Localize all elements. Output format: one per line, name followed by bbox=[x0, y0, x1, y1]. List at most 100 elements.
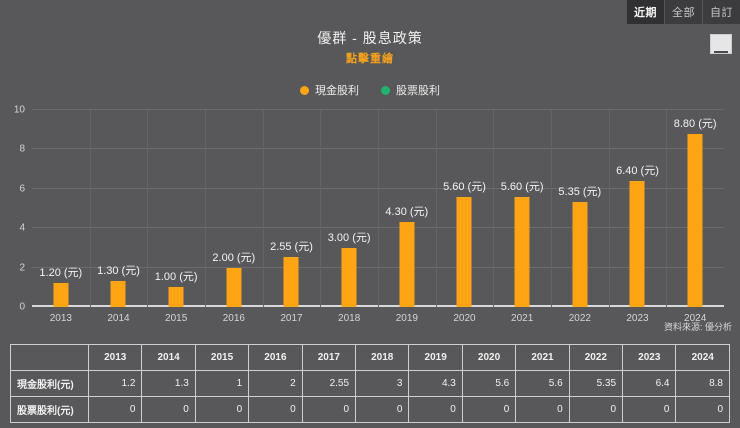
bar-label-2018: 3.00 (元) bbox=[327, 231, 371, 244]
x-axis-tick-2013: 2013 bbox=[49, 313, 72, 324]
bar-slot-2024[interactable]: 8.80 (元) 2024 bbox=[666, 110, 724, 324]
table-cell-1-8: 0 bbox=[515, 396, 570, 423]
table-cell-1-11: 0 bbox=[675, 396, 730, 423]
table-cell-0-2: 1 bbox=[194, 370, 250, 397]
legend-item-1[interactable]: 股票股利 bbox=[381, 82, 440, 98]
x-axis-tick-2016: 2016 bbox=[222, 313, 245, 324]
bar-slot-2016[interactable]: 2.00 (元) 2016 bbox=[205, 110, 263, 324]
legend-label-1: 股票股利 bbox=[396, 85, 440, 97]
bar-label-2024: 8.80 (元) bbox=[673, 117, 717, 130]
bar-2016[interactable] bbox=[226, 267, 242, 307]
bar-label-2016: 2.00 (元) bbox=[212, 251, 256, 264]
bar-slot-2020[interactable]: 5.60 (元) 2020 bbox=[436, 110, 494, 324]
table-cell-1-10: 0 bbox=[622, 396, 677, 423]
dividend-table-wrapper: 2013 2014 2015 2016 2017 2018 2019 2020 2021 2022… bbox=[10, 344, 730, 423]
bar-2015[interactable] bbox=[168, 287, 184, 307]
table-head: 2013 2014 2015 2016 2017 2018 2019 2020 2021 2022… bbox=[10, 344, 730, 371]
gridline-x-2018 bbox=[320, 110, 322, 307]
bar-2018[interactable] bbox=[341, 247, 357, 307]
bar-slot-2019[interactable]: 4.30 (元) 2019 bbox=[378, 110, 436, 324]
bar-2024[interactable] bbox=[687, 133, 703, 307]
legend-dot-icon-0 bbox=[300, 85, 309, 95]
x-axis-tick-2021: 2021 bbox=[511, 313, 534, 324]
bar-label-2021: 5.60 (元) bbox=[500, 180, 544, 193]
bar-2014[interactable] bbox=[110, 281, 126, 307]
table-col-header-2017: 2017 bbox=[301, 344, 357, 371]
table-col-header-2020: 2020 bbox=[461, 344, 517, 371]
table-cell-0-3: 2 bbox=[248, 370, 303, 397]
bar-2019[interactable] bbox=[399, 222, 415, 307]
x-axis-tick-2024: 2024 bbox=[684, 313, 707, 324]
table-cell-0-8: 5.6 bbox=[515, 370, 570, 397]
bar-slot-2023[interactable]: 6.40 (元) 2023 bbox=[609, 110, 667, 324]
table-row: 股票股利(元) 0 0 0 0 0 0 0 0 0 0 0 0 bbox=[10, 396, 730, 423]
table-cell-1-2: 0 bbox=[194, 396, 250, 423]
y-axis-tick-2: 2 bbox=[19, 262, 25, 274]
y-axis-tick-4: 4 bbox=[19, 222, 25, 234]
chart-subtitle-redraw[interactable]: 點擊重繪 bbox=[346, 53, 394, 65]
table-cell-1-6: 0 bbox=[408, 396, 463, 423]
hamburger-menu-icon[interactable] bbox=[710, 34, 732, 54]
bar-label-2015: 1.00 (元) bbox=[154, 271, 198, 284]
y-axis-tick-8: 8 bbox=[19, 143, 25, 155]
range-tab-0[interactable]: 近期 bbox=[626, 0, 664, 24]
range-tab-bar: 近期 全部 自訂 bbox=[626, 0, 740, 24]
table-col-header-2016: 2016 bbox=[248, 344, 303, 371]
bar-2022[interactable] bbox=[572, 201, 588, 307]
bar-slot-2014[interactable]: 1.30 (元) 2014 bbox=[90, 110, 148, 324]
table-col-header-2019: 2019 bbox=[408, 344, 463, 371]
bar-2013[interactable] bbox=[53, 283, 69, 307]
table-col-header-2018: 2018 bbox=[355, 344, 410, 371]
range-tab-2[interactable]: 自訂 bbox=[702, 0, 740, 24]
bar-label-2023: 6.40 (元) bbox=[616, 164, 659, 177]
bar-label-2019: 4.30 (元) bbox=[385, 206, 429, 219]
table-cell-0-9: 5.35 bbox=[568, 370, 624, 397]
table-cell-0-7: 5.6 bbox=[461, 370, 517, 397]
table-col-header-2015: 2015 bbox=[194, 344, 250, 371]
bar-slot-2021[interactable]: 5.60 (元) 2021 bbox=[493, 110, 551, 324]
bar-slot-2018[interactable]: 3.00 (元) 2018 bbox=[320, 110, 378, 324]
table-cell-0-1: 1.3 bbox=[141, 370, 196, 397]
bar-2020[interactable] bbox=[456, 196, 472, 307]
bar-label-2022: 5.35 (元) bbox=[558, 185, 602, 198]
gridline-x-2020 bbox=[435, 110, 437, 307]
table-cell-1-3: 0 bbox=[248, 396, 303, 423]
bar-2021[interactable] bbox=[514, 196, 530, 307]
table-col-header-2023: 2023 bbox=[622, 344, 677, 371]
x-axis-tick-2018: 2018 bbox=[338, 313, 361, 324]
gridline-x-2024 bbox=[666, 110, 668, 307]
bar-2017[interactable] bbox=[283, 256, 299, 307]
table-col-header-2013: 2013 bbox=[87, 344, 143, 371]
legend-dot-icon-1 bbox=[381, 85, 390, 95]
table-corner-cell bbox=[10, 344, 89, 371]
bar-label-2017: 2.55 (元) bbox=[270, 240, 313, 253]
table-cell-0-0: 1.2 bbox=[87, 370, 143, 397]
x-axis-tick-2022: 2022 bbox=[568, 313, 591, 324]
bar-slot-2017[interactable]: 2.55 (元) 2017 bbox=[263, 110, 321, 324]
gridline-x-2017 bbox=[262, 110, 264, 307]
bar-slot-2013[interactable]: 1.20 (元) 2013 bbox=[32, 110, 90, 324]
table-cell-1-9: 0 bbox=[568, 396, 624, 423]
legend-item-0[interactable]: 現金股利 bbox=[300, 82, 359, 98]
table-cell-1-0: 0 bbox=[87, 396, 143, 423]
gridline-y-10 bbox=[32, 109, 724, 110]
bar-slot-2022[interactable]: 5.35 (元) 2022 bbox=[551, 110, 609, 324]
x-axis-tick-2017: 2017 bbox=[280, 313, 303, 324]
table-col-header-2021: 2021 bbox=[515, 344, 570, 371]
table-col-header-2022: 2022 bbox=[568, 344, 624, 371]
bar-2023[interactable] bbox=[629, 180, 645, 307]
x-axis-tick-2023: 2023 bbox=[626, 313, 649, 324]
legend-label-0: 現金股利 bbox=[315, 85, 359, 97]
table-cell-0-4: 2.55 bbox=[301, 370, 357, 397]
table-cell-0-11: 8.8 bbox=[675, 370, 730, 397]
y-axis-tick-0: 0 bbox=[19, 301, 25, 313]
x-axis-tick-2014: 2014 bbox=[107, 313, 130, 324]
range-tab-1[interactable]: 全部 bbox=[664, 0, 702, 24]
bar-slot-2015[interactable]: 1.00 (元) 2015 bbox=[147, 110, 205, 324]
chart-plot-area: 0 2 4 6 8 10 1.20 (元) 2013 1.30 (元) 2014 1.00 (元) 2… bbox=[14, 105, 724, 324]
bar-label-2014: 1.30 (元) bbox=[97, 265, 140, 278]
chart-plot-wrapper[interactable]: 0 2 4 6 8 10 1.20 (元) 2013 1.30 (元) 2014 1.00 (元) 2… bbox=[0, 100, 740, 333]
chart-legend: 現金股利 股票股利 bbox=[0, 82, 740, 98]
table-cell-1-7: 0 bbox=[461, 396, 517, 423]
gridline-x-2019 bbox=[378, 110, 379, 307]
